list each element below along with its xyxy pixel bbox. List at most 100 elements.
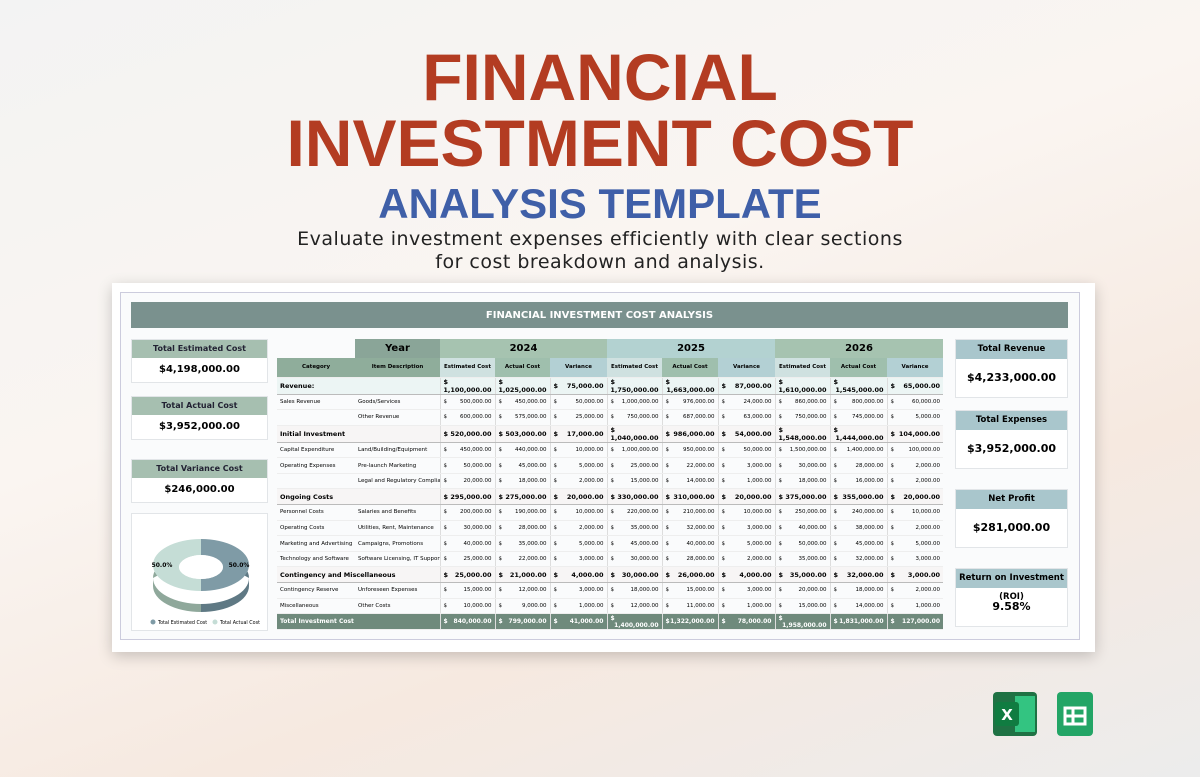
cell-value: $11,000.00	[661, 598, 718, 615]
cell-value: $986,000.00	[661, 424, 718, 443]
cell-value: $41,000.00	[549, 613, 607, 630]
cell-value: $330,000.00	[606, 488, 662, 506]
cell-value: $40,000.00	[774, 520, 830, 537]
kpi-card: Total Expenses $3,952,000.00	[955, 410, 1068, 469]
row-item: Legal and Regulatory Compliance	[355, 473, 440, 490]
cell-value: $75,000.00	[549, 376, 607, 395]
year-label: Year	[355, 339, 440, 358]
cell-value: $3,000.00	[886, 551, 943, 568]
table-row: Other Revenue $600,000.00 $575,000.00 $25,0…	[277, 409, 943, 426]
cell-value: $25,000.00	[439, 551, 495, 568]
table-row: Capital Expenditure Land/Building/Equipme…	[277, 442, 943, 459]
cell-value: $60,000.00	[886, 394, 943, 411]
row-item: Other Costs	[355, 598, 440, 615]
cell-value: $12,000.00	[606, 598, 662, 615]
cell-value: $4,000.00	[549, 566, 607, 584]
kpi-value: $3,952,000.00	[966, 442, 1057, 455]
cell-value: $40,000.00	[661, 535, 718, 552]
cell-value: $10,000.00	[717, 504, 775, 521]
cell-value: $976,000.00	[661, 394, 718, 411]
row-category: Operating Costs	[277, 520, 355, 537]
row-category: Personnel Costs	[277, 504, 355, 521]
cell-value: $50,000.00	[439, 457, 495, 474]
cell-value: $5,000.00	[886, 535, 943, 552]
row-category: Ongoing Costs	[277, 488, 440, 506]
cell-value: $3,000.00	[717, 457, 775, 474]
row-category	[277, 409, 355, 426]
row-category: Contingency Reserve	[277, 582, 355, 599]
row-category: Revenue:	[277, 376, 440, 395]
row-category: Technology and Software	[277, 551, 355, 568]
cell-value: $20,000.00	[439, 473, 495, 490]
kpi-card: Net Profit $281,000.00	[955, 489, 1068, 548]
cell-value: $500,000.00	[439, 394, 495, 411]
table-row: Ongoing Costs $295,000.00 $275,000.00 $20,0…	[277, 488, 943, 506]
cell-value: $10,000.00	[549, 442, 607, 459]
col-variance: Variance	[550, 358, 607, 378]
cell-value: $26,000.00	[661, 566, 718, 584]
row-item: Software Licensing, IT Support	[355, 551, 440, 568]
row-category: Initial Investment	[277, 424, 440, 443]
cell-value: $18,000.00	[829, 582, 887, 599]
cell-value: $5,000.00	[549, 457, 607, 474]
cell-value: $25,000.00	[439, 566, 495, 584]
row-category: Contingency and Miscellaneous	[277, 566, 440, 584]
cell-value: $2,000.00	[549, 520, 607, 537]
row-category	[277, 473, 355, 490]
cell-value: $5,000.00	[717, 535, 775, 552]
col-estimated: Estimated Cost	[607, 358, 662, 378]
cell-value: $240,000.00	[829, 504, 887, 521]
table-row: Marketing and Advertising Campaigns, Prom…	[277, 535, 943, 552]
cell-value: $9,000.00	[494, 598, 550, 615]
table-row: Miscellaneous Other Costs $10,000.00 $9,000…	[277, 598, 943, 615]
kpi-label: Total Estimated Cost	[132, 340, 267, 358]
cell-value: $1,000.00	[717, 598, 775, 615]
cell-value: $1,000,000.00	[606, 442, 662, 459]
cell-value: $1,548,000.00	[774, 424, 830, 443]
col-actual: Actual Cost	[495, 358, 550, 378]
table-row: Operating Costs Utilities, Rent, Maintena…	[277, 520, 943, 537]
legend-estimated: Total Estimated Cost	[157, 620, 207, 626]
cell-value: $30,000.00	[606, 566, 662, 584]
cell-value: $32,000.00	[661, 520, 718, 537]
cell-value: $30,000.00	[774, 457, 830, 474]
cell-value: $35,000.00	[606, 520, 662, 537]
cell-value: $1,610,000.00	[774, 376, 830, 395]
cell-value: $1,322,000.00	[661, 613, 718, 630]
sheet-title: FINANCIAL INVESTMENT COST ANALYSIS	[131, 302, 1068, 328]
kpi-label: Total Actual Cost	[132, 397, 267, 415]
cell-value: $1,444,000.00	[829, 424, 887, 443]
table-row: Contingency Reserve Unforeseen Expenses $1…	[277, 582, 943, 599]
cell-value: $28,000.00	[829, 457, 887, 474]
kpi-label: Total Expenses	[956, 411, 1067, 430]
table-row: Total Investment Cost $840,000.00 $799,000…	[277, 613, 943, 630]
cell-value: $18,000.00	[774, 473, 830, 490]
slice-label: 50.0%	[152, 562, 173, 569]
cell-value: $17,000.00	[549, 424, 607, 443]
cell-value: $15,000.00	[606, 473, 662, 490]
row-item: Salaries and Benefits	[355, 504, 440, 521]
table-row: Sales Revenue Goods/Services $500,000.00 $4…	[277, 394, 943, 411]
table-row: Legal and Regulatory Compliance$20,000.0…	[277, 473, 943, 490]
row-item: Land/Building/Equipment	[355, 442, 440, 459]
row-category: Sales Revenue	[277, 394, 355, 411]
cell-value: $1,831,000.00	[829, 613, 887, 630]
cell-value: $2,000.00	[549, 473, 607, 490]
legend-actual: Total Actual Cost	[219, 620, 260, 626]
cell-value: $45,000.00	[829, 535, 887, 552]
cell-value: $3,000.00	[549, 582, 607, 599]
row-item: Unforeseen Expenses	[355, 582, 440, 599]
cell-value: $2,000.00	[886, 473, 943, 490]
cell-value: $4,000.00	[717, 566, 775, 584]
cell-value: $1,000.00	[886, 598, 943, 615]
cell-value: $22,000.00	[661, 457, 718, 474]
cell-value: $63,000.00	[717, 409, 775, 426]
row-category: Total Investment Cost	[277, 613, 440, 630]
row-category: Miscellaneous	[277, 598, 355, 615]
slice-label: 50.0%	[229, 562, 250, 569]
hero-description: Evaluate investment expenses efficiently…	[0, 228, 1200, 274]
cell-value: $1,000,000.00	[606, 394, 662, 411]
cell-value: $200,000.00	[439, 504, 495, 521]
cell-value: $190,000.00	[494, 504, 550, 521]
table-row: Contingency and Miscellaneous $25,000.00 $…	[277, 566, 943, 584]
